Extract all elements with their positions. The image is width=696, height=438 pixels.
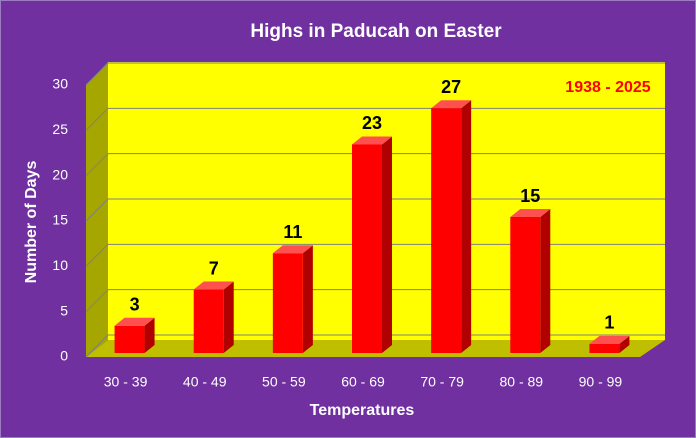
y-axis-label: Number of Days [23,161,40,284]
bar-top [272,245,313,254]
annotation: 1938 - 2025 [565,79,651,96]
bar [193,281,234,353]
bar [352,136,392,353]
grid-line [85,153,109,177]
bar-front [193,289,224,353]
grid-line [85,289,109,313]
y-tick-label: 5 [60,302,68,318]
value-label: 1 [604,313,614,333]
grid-line [85,107,109,131]
bar-side [302,245,313,353]
bar-front [352,144,382,353]
bar-front [431,108,462,353]
bar-side [223,281,234,353]
bar [272,245,313,353]
bar-top [431,100,472,109]
x-tick-label: 30 - 39 [104,374,148,390]
bar-top [510,209,551,217]
x-tick-label: 50 - 59 [262,374,306,390]
bar-front [510,217,541,353]
value-label: 11 [283,222,302,242]
grid-line [85,198,109,222]
value-label: 27 [441,77,461,97]
bar-top [589,335,630,344]
value-label: 15 [520,186,540,206]
grid-line [85,334,109,358]
bar-side [540,209,551,353]
bar [589,335,630,353]
bar-front [589,343,620,353]
bar [114,317,155,353]
value-label: 23 [362,113,382,133]
chart-title: Highs in Paducah on Easter [250,21,502,42]
bar [510,209,551,353]
y-tick-label: 20 [52,166,68,182]
y-tick-label: 15 [52,212,68,228]
bar-side [382,136,392,353]
bar-side [619,335,630,353]
x-tick-label: 70 - 79 [420,374,464,390]
grid-line [85,62,109,86]
bar-top [193,281,234,290]
bar-side [144,317,155,353]
bar-top [114,317,155,326]
x-tick-label: 60 - 69 [341,374,385,390]
bar-front [114,325,145,353]
y-tick-label: 25 [52,121,68,137]
value-label: 7 [209,258,219,278]
bar-front [272,253,303,353]
x-tick-label: 80 - 89 [499,374,543,390]
y-tick-label: 30 [52,76,68,92]
x-tick-label: 90 - 99 [579,374,623,390]
y-tick-label: 0 [60,348,68,364]
bar-side [461,100,472,353]
x-tick-label: 40 - 49 [183,374,227,390]
grid-line [85,243,109,267]
bar [431,100,472,353]
bar-top [352,136,392,145]
value-label: 3 [130,295,140,315]
x-axis-label: Temperatures [310,402,415,419]
y-tick-label: 10 [52,257,68,273]
